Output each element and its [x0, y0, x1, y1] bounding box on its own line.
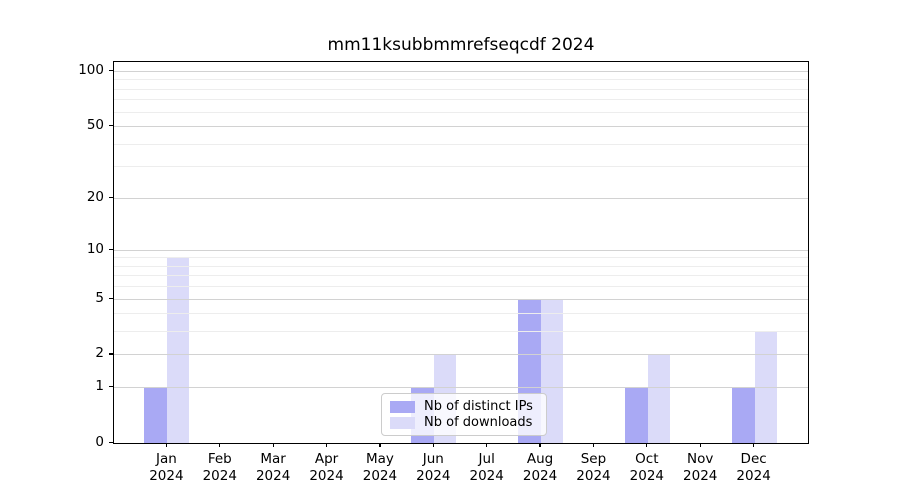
bar-nb-of-downloads — [167, 257, 190, 443]
gridline-major — [114, 387, 808, 389]
x-tick-mark — [699, 443, 701, 447]
x-tick-label: Feb 2024 — [202, 451, 237, 484]
x-tick-mark — [432, 443, 434, 447]
gridline-minor — [114, 331, 808, 333]
y-tick-label: 50 — [86, 117, 104, 134]
gridline-minor — [114, 88, 808, 90]
y-tick-label: 5 — [95, 289, 104, 306]
x-tick-mark — [753, 443, 755, 447]
legend-item-distinct-ips: Nb of distinct IPs — [390, 399, 537, 414]
gridline-minor — [114, 313, 808, 315]
bar-nb-of-distinct-ips — [144, 387, 168, 443]
gridline-major — [114, 126, 808, 128]
y-tick-mark — [109, 442, 113, 444]
chart-title: mm11ksubbmmrefseqcdf 2024 — [327, 35, 595, 55]
gridline-minor — [114, 143, 808, 145]
gridline-minor — [114, 286, 808, 288]
x-tick-label: Sep 2024 — [576, 451, 611, 484]
y-tick-mark — [109, 125, 113, 127]
legend-label: Nb of distinct IPs — [424, 399, 533, 414]
gridline-major — [114, 298, 808, 300]
y-tick-label: 20 — [86, 188, 104, 205]
legend-swatch-distinct-ips — [390, 400, 415, 413]
y-tick-label: 10 — [86, 240, 104, 257]
plot-area: Nb of distinct IPs Nb of downloads — [113, 61, 809, 444]
x-tick-mark — [165, 443, 167, 447]
gridline-minor — [114, 265, 808, 267]
x-tick-label: Aug 2024 — [522, 451, 558, 484]
x-tick-mark — [592, 443, 595, 447]
gridline-minor — [114, 99, 808, 101]
y-tick-label: 2 — [95, 345, 104, 362]
y-tick-mark — [109, 297, 113, 299]
x-tick-label: Mar 2024 — [255, 451, 291, 484]
y-tick-mark — [109, 386, 113, 388]
legend: Nb of distinct IPs Nb of downloads — [381, 393, 547, 436]
gridline-major — [114, 249, 808, 251]
gridline-major — [114, 71, 808, 73]
y-tick-label: 100 — [78, 62, 104, 79]
x-tick-label: Apr 2024 — [309, 451, 344, 484]
y-tick-label: 1 — [95, 378, 104, 395]
x-tick-mark — [486, 443, 488, 447]
legend-swatch-downloads — [390, 416, 415, 429]
x-tick-label: Oct 2024 — [629, 451, 665, 484]
gridline-minor — [114, 79, 808, 81]
bar-nb-of-distinct-ips — [731, 387, 755, 443]
gridline-minor — [114, 111, 808, 113]
gridline-minor — [114, 275, 808, 277]
legend-label: Nb of downloads — [424, 415, 533, 430]
legend-item-downloads: Nb of downloads — [390, 415, 537, 430]
x-tick-mark — [646, 443, 648, 447]
y-tick-label: 0 — [95, 434, 104, 450]
bar-nb-of-downloads — [647, 354, 670, 443]
x-tick-mark — [272, 443, 274, 447]
x-tick-label: Jun 2024 — [416, 451, 451, 484]
x-tick-label: Jan 2024 — [149, 451, 184, 484]
x-tick-label: Jul 2024 — [469, 451, 504, 484]
y-tick-mark — [109, 70, 113, 72]
gridline-minor — [114, 166, 808, 168]
x-tick-label: Nov 2024 — [683, 451, 718, 484]
gridline-minor — [114, 257, 808, 259]
x-tick-label: May 2024 — [362, 451, 398, 484]
y-tick-mark — [109, 248, 113, 250]
y-tick-mark — [109, 196, 113, 198]
y-tick-mark — [109, 353, 113, 355]
x-tick-mark — [219, 443, 221, 447]
x-tick-mark — [379, 443, 381, 447]
gridline-major — [114, 354, 808, 356]
x-tick-label: Dec 2024 — [736, 451, 771, 484]
x-tick-mark — [325, 443, 328, 447]
grid-layer — [114, 62, 808, 443]
bar-nb-of-distinct-ips — [624, 387, 648, 443]
x-tick-mark — [539, 443, 541, 447]
gridline-major — [114, 197, 808, 199]
